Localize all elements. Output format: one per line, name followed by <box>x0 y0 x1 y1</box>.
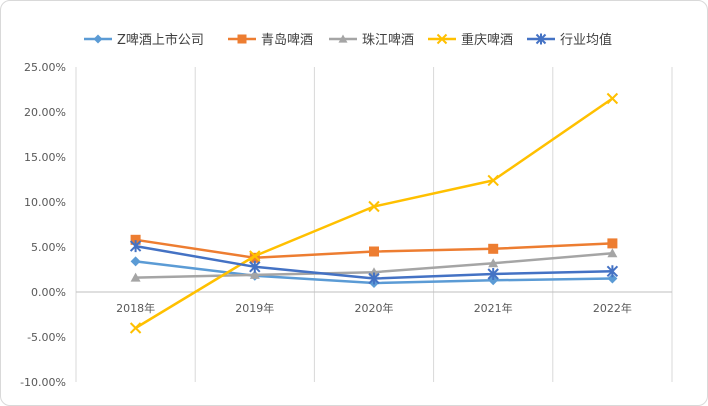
data-point <box>368 272 380 285</box>
data-point <box>535 33 547 45</box>
x-tick-label: 2019年 <box>235 301 274 315</box>
data-point <box>338 34 348 43</box>
data-point <box>487 174 499 187</box>
series <box>130 234 618 263</box>
legend-item: 青岛啤酒 <box>228 32 313 48</box>
legend-item: 行业均值 <box>527 32 612 48</box>
y-axis: -10.00% -5.00% 0.00% 5.00% 10.00% 15.00% 20.00… <box>20 61 66 389</box>
legend-label: 青岛啤酒 <box>261 32 313 48</box>
y-tick-label: 5.00% <box>31 241 66 254</box>
data-point <box>237 34 247 44</box>
y-tick-label: 10.00% <box>24 196 66 209</box>
x-tick-label: 2022年 <box>593 301 632 315</box>
legend: Z啤酒上市公司 青岛啤酒 珠江啤酒 重庆啤酒 行业均值 <box>84 32 612 48</box>
series <box>130 248 618 282</box>
x-tick-label: 2018年 <box>116 301 155 315</box>
legend-label: 行业均值 <box>560 32 612 48</box>
data-point <box>130 256 141 267</box>
data-point <box>130 272 141 282</box>
series-lines <box>129 92 619 334</box>
data-point <box>487 268 499 280</box>
series <box>129 92 619 334</box>
x-axis: 2018年 2019年 2020年 2021年 2022年 <box>76 291 672 315</box>
series-line <box>134 97 614 330</box>
data-point <box>93 34 103 44</box>
x-tick-label: 2021年 <box>474 301 513 315</box>
legend-item: Z啤酒上市公司 <box>84 32 204 48</box>
legend-label: 珠江啤酒 <box>362 33 414 48</box>
y-tick-label: -10.00% <box>20 376 66 389</box>
y-tick-label: 0.00% <box>31 286 66 299</box>
data-point <box>488 258 499 268</box>
gridlines <box>75 67 673 382</box>
data-point <box>488 243 499 254</box>
y-tick-label: 20.00% <box>24 106 66 119</box>
legend-item: 重庆啤酒 <box>428 32 513 48</box>
data-point <box>368 200 380 213</box>
data-point <box>249 250 261 262</box>
data-point <box>607 248 618 258</box>
data-point <box>249 252 260 263</box>
series <box>129 240 619 285</box>
data-point <box>607 238 618 249</box>
y-tick-label: 25.00% <box>24 61 66 74</box>
data-point <box>130 234 141 245</box>
y-tick-label: 15.00% <box>24 151 66 164</box>
data-point <box>249 260 261 273</box>
x-tick-label: 2020年 <box>355 301 394 315</box>
data-point <box>249 269 260 279</box>
data-point <box>606 265 619 278</box>
legend-label: Z啤酒上市公司 <box>117 32 204 48</box>
legend-item: 珠江啤酒 <box>329 33 414 48</box>
data-point <box>369 246 379 257</box>
data-point <box>607 273 618 284</box>
y-tick-label: -5.00% <box>27 331 66 344</box>
data-point <box>436 33 448 45</box>
data-point <box>369 267 379 277</box>
data-point <box>129 240 142 253</box>
legend-label: 重庆啤酒 <box>461 32 513 48</box>
data-point <box>129 322 142 334</box>
data-point <box>606 92 619 105</box>
